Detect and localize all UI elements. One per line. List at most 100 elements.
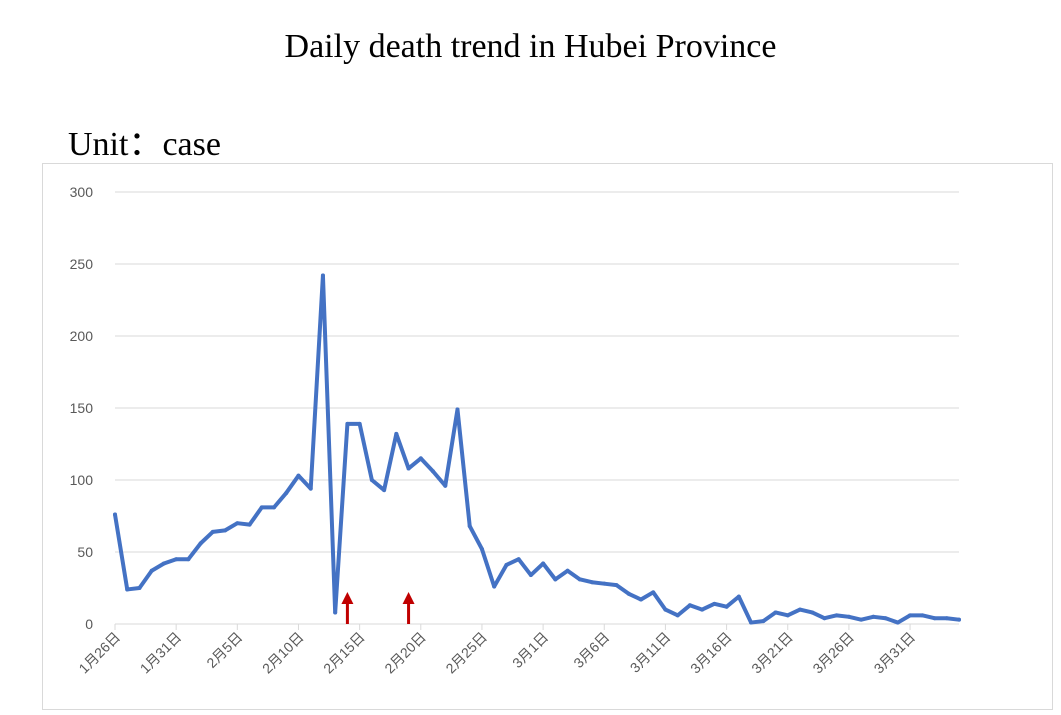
data-point	[895, 620, 900, 625]
data-point	[161, 561, 166, 566]
x-tick-label: 2月25日	[442, 629, 490, 677]
line-chart: 0 50 100 150 200 250 300 1月26日 1月31日 2月5日 2月10日 2月…	[70, 184, 961, 676]
data-point	[320, 273, 325, 278]
data-point	[749, 620, 754, 625]
data-point	[761, 619, 766, 624]
series-layer	[113, 273, 961, 625]
data-point	[785, 613, 790, 618]
data-point	[406, 466, 411, 471]
y-tick-label: 100	[70, 472, 94, 488]
data-point	[638, 597, 643, 602]
data-point	[614, 583, 619, 588]
data-point	[308, 486, 313, 491]
x-tick-label: 3月26日	[809, 629, 857, 677]
data-point	[369, 478, 374, 482]
data-point	[553, 577, 558, 582]
x-tick-label: 3月11日	[627, 629, 674, 676]
data-point	[724, 604, 729, 609]
data-point	[125, 587, 130, 592]
data-point	[626, 591, 631, 596]
data-point	[712, 601, 717, 606]
data-point	[467, 524, 472, 529]
x-tick-label: 3月16日	[687, 629, 735, 677]
annotation-arrows	[341, 592, 415, 624]
data-point	[871, 614, 876, 619]
data-point	[418, 456, 423, 461]
data-point	[797, 607, 802, 612]
data-point	[590, 580, 595, 585]
data-point	[944, 616, 949, 621]
data-point	[443, 483, 448, 488]
data-point	[602, 581, 607, 586]
data-point	[846, 614, 851, 619]
chart-area: 0 50 100 150 200 250 300 1月26日 1月31日 2月5日 2月10日 2月…	[42, 163, 1053, 710]
up-arrow-icon	[341, 592, 354, 624]
data-point	[920, 613, 925, 618]
y-tick-label: 300	[70, 184, 94, 200]
data-point	[504, 562, 509, 567]
data-point	[516, 557, 521, 562]
data-point	[492, 584, 497, 589]
gridlines	[115, 191, 959, 625]
data-point	[687, 603, 692, 608]
data-point	[908, 613, 913, 618]
x-tick-label: 3月1日	[509, 629, 551, 671]
arrow-head	[402, 592, 415, 604]
data-point	[284, 490, 289, 495]
x-axis: 1月26日 1月31日 2月5日 2月10日 2月15日 2月20日 2月25日 3月1日 3月…	[75, 624, 918, 676]
y-axis: 0 50 100 150 200 250 300	[70, 184, 94, 632]
x-tick-label: 3月21日	[748, 629, 796, 677]
data-point	[333, 610, 338, 615]
y-tick-label: 50	[77, 544, 93, 560]
y-tick-label: 250	[70, 256, 94, 272]
data-point	[198, 541, 203, 546]
data-point	[137, 586, 142, 590]
data-point	[675, 613, 680, 618]
data-point	[223, 528, 228, 533]
data-point	[259, 505, 264, 510]
y-tick-label: 150	[70, 400, 94, 416]
data-point	[822, 616, 827, 621]
data-point	[113, 512, 117, 517]
x-tick-label: 2月5日	[203, 629, 245, 671]
x-tick-label: 2月15日	[320, 629, 368, 677]
data-point	[455, 407, 460, 412]
data-point	[834, 613, 839, 618]
data-point	[663, 607, 668, 612]
data-point	[174, 557, 179, 562]
data-point	[932, 616, 937, 621]
data-point	[528, 573, 533, 578]
data-point	[883, 616, 888, 621]
data-point	[210, 529, 215, 534]
chart-title: Daily death trend in Hubei Province	[284, 28, 777, 65]
x-tick-label: 2月20日	[381, 629, 429, 677]
data-point	[345, 421, 350, 426]
data-point	[247, 522, 252, 527]
data-point	[394, 431, 399, 436]
data-point	[541, 561, 546, 566]
data-point	[700, 607, 705, 612]
series-line	[113, 273, 961, 625]
x-tick-label: 3月6日	[570, 629, 612, 671]
data-point	[773, 610, 778, 615]
up-arrow-icon	[402, 592, 415, 624]
data-point	[651, 590, 656, 595]
data-point	[431, 469, 436, 474]
y-tick-label: 200	[70, 328, 94, 344]
data-point	[479, 547, 484, 552]
y-tick-label: 0	[85, 616, 93, 632]
data-point	[957, 617, 961, 622]
x-tick-label: 3月31日	[871, 629, 919, 677]
data-point	[577, 577, 582, 582]
arrow-head	[341, 592, 354, 604]
data-point	[736, 594, 741, 599]
data-point	[149, 568, 154, 573]
data-point	[235, 521, 240, 526]
unit-label: Unit：case	[68, 126, 221, 163]
data-point	[272, 505, 277, 510]
data-point	[296, 473, 301, 478]
x-tick-label: 1月31日	[137, 629, 185, 677]
data-point	[565, 568, 570, 573]
data-point	[382, 488, 387, 493]
data-point	[186, 557, 191, 562]
